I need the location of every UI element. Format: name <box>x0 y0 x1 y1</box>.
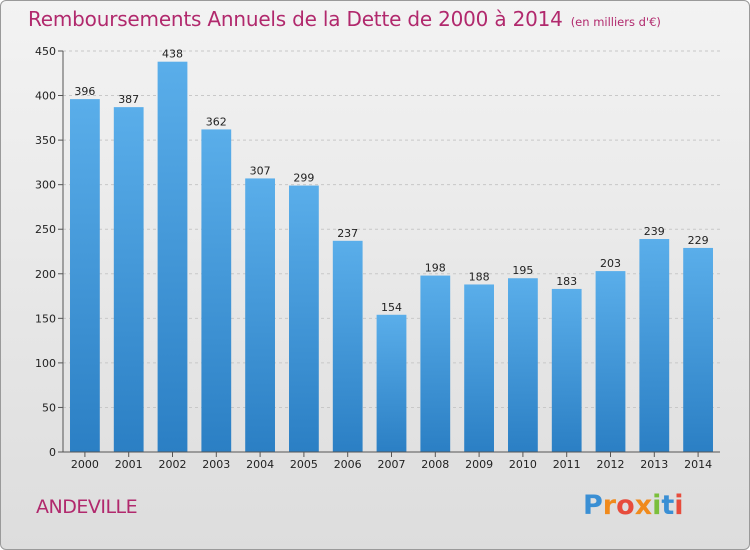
data-label: 195 <box>512 264 533 277</box>
bar <box>420 275 451 452</box>
bar <box>70 99 100 453</box>
data-label: 154 <box>381 301 402 314</box>
data-label: 438 <box>162 48 183 61</box>
x-tick-label: 2012 <box>597 458 625 471</box>
bar <box>551 288 582 452</box>
y-tick-label: 100 <box>35 357 56 370</box>
proxiti-logo: Proxiti <box>583 490 684 521</box>
x-tick-label: 2009 <box>465 458 493 471</box>
x-tick-label: 2014 <box>684 458 712 471</box>
bar <box>508 278 538 452</box>
x-tick-label: 2005 <box>290 458 318 471</box>
x-tick-label: 2004 <box>246 458 274 471</box>
data-label: 229 <box>688 234 709 247</box>
bar <box>376 314 407 452</box>
data-label: 396 <box>74 85 95 98</box>
x-tick-label: 2002 <box>159 458 187 471</box>
x-tick-label: 2007 <box>378 458 406 471</box>
data-label: 307 <box>250 164 271 177</box>
bar <box>157 61 188 453</box>
bar <box>289 185 319 452</box>
bar <box>639 239 670 452</box>
data-label: 198 <box>425 262 446 275</box>
data-label: 237 <box>337 227 358 240</box>
y-tick-label: 350 <box>35 134 56 147</box>
data-label: 203 <box>600 257 621 270</box>
data-label: 299 <box>293 172 314 185</box>
y-tick-label: 150 <box>35 312 56 325</box>
bar <box>332 240 363 452</box>
bar <box>245 178 275 452</box>
chart-subtitle: (en milliers d'€) <box>570 15 661 29</box>
y-tick-label: 400 <box>35 90 56 103</box>
bar <box>113 107 144 452</box>
data-label: 362 <box>206 115 227 128</box>
x-tick-label: 2000 <box>71 458 99 471</box>
y-tick-label: 200 <box>35 268 56 281</box>
x-tick-label: 2003 <box>202 458 230 471</box>
bar <box>464 284 494 452</box>
axes: 0 50 100 150 200 250 300 350 400 450 2000 2001 2002 2… <box>35 45 720 471</box>
y-tick-label: 0 <box>49 446 56 459</box>
data-label: 387 <box>118 93 139 106</box>
bar <box>683 247 713 452</box>
y-tick-label: 50 <box>42 401 56 414</box>
bar <box>201 129 232 452</box>
y-tick-label: 250 <box>35 223 56 236</box>
y-tick-label: 300 <box>35 179 56 192</box>
data-label: 239 <box>644 225 665 238</box>
data-label: 188 <box>469 270 490 283</box>
bars: 396 387 438 362 307 299 237 154 198 188 195 183 203 2… <box>70 48 713 453</box>
x-tick-label: 2013 <box>640 458 668 471</box>
y-tick-label: 450 <box>35 45 56 58</box>
x-tick-label: 2010 <box>509 458 537 471</box>
x-tick-label: 2006 <box>334 458 362 471</box>
chart-title-block: Remboursements Annuels de la Dette de 20… <box>28 7 661 31</box>
x-tick-label: 2001 <box>115 458 143 471</box>
x-tick-label: 2011 <box>553 458 581 471</box>
data-label: 183 <box>556 275 577 288</box>
chart-title: Remboursements Annuels de la Dette de 20… <box>28 7 563 31</box>
x-tick-label: 2008 <box>421 458 449 471</box>
bar <box>595 271 626 452</box>
commune-name: ANDEVILLE <box>36 496 138 518</box>
